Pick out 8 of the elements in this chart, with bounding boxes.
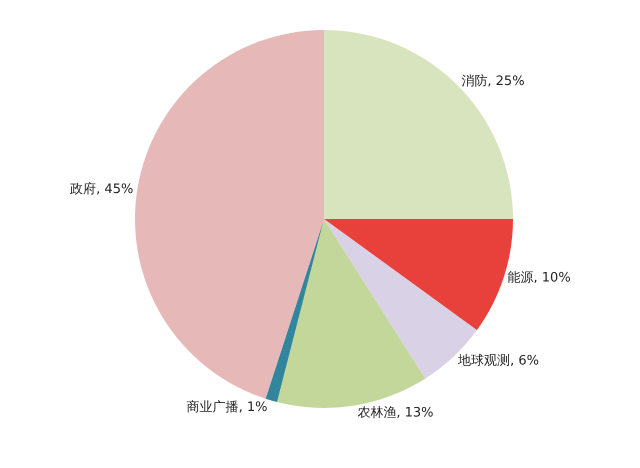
slice-label: 能源, 10% xyxy=(508,270,571,286)
slice-label: 农林渔, 13% xyxy=(357,405,434,420)
slice-label: 地球观测, 6% xyxy=(457,353,540,368)
slice-label: 商业广播, 1% xyxy=(186,400,268,415)
slice-label: 政府, 45% xyxy=(70,181,134,198)
pie-slice xyxy=(266,219,324,402)
pie-slice xyxy=(135,30,324,399)
slice-label: 消防, 25% xyxy=(461,74,525,90)
